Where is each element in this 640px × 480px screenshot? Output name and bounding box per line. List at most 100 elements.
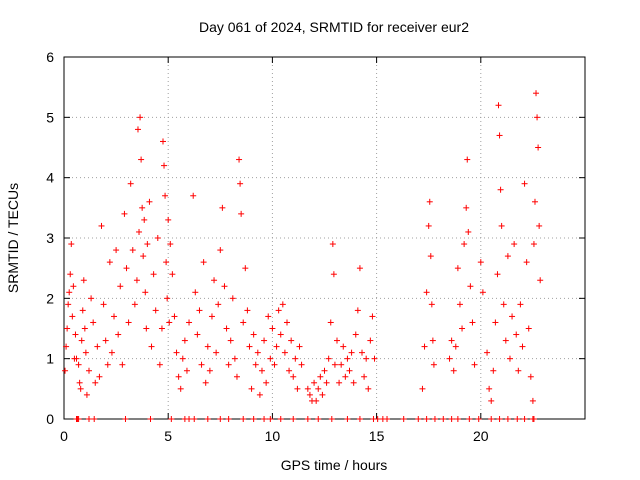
data-point (139, 204, 146, 211)
x-tick-labels: 0 5 10 15 20 (60, 428, 489, 444)
data-point (78, 337, 85, 344)
data-point (277, 416, 284, 422)
data-point (521, 180, 528, 187)
data-point (497, 186, 504, 193)
data-point (279, 301, 286, 308)
data-point (304, 416, 311, 422)
data-point (244, 307, 251, 314)
data-point (530, 416, 537, 422)
data-point (162, 192, 169, 199)
data-point (465, 228, 472, 235)
data-point (152, 307, 159, 314)
data-point (536, 222, 543, 229)
data-point (261, 337, 268, 344)
data-point (452, 343, 459, 350)
x-axis-label: GPS time / hours (281, 457, 388, 473)
data-point (79, 307, 86, 314)
data-point (179, 355, 186, 362)
data-point (119, 361, 126, 368)
data-point (102, 337, 109, 344)
data-point (96, 373, 103, 380)
axis-ticks (63, 56, 585, 420)
data-point (315, 416, 322, 422)
data-point (496, 416, 503, 422)
data-point (82, 349, 89, 356)
data-point (471, 361, 478, 368)
data-point (163, 259, 170, 266)
data-point (133, 277, 140, 284)
data-point (204, 343, 211, 350)
data-points (62, 90, 544, 422)
data-point (286, 367, 293, 374)
data-point (192, 289, 199, 296)
data-point (488, 416, 495, 422)
data-point (384, 416, 391, 422)
data-point (100, 301, 107, 308)
data-point (428, 301, 435, 308)
data-point (448, 337, 455, 344)
data-point (196, 307, 203, 314)
data-point (219, 204, 226, 211)
data-point (535, 144, 542, 151)
data-point (288, 337, 295, 344)
x-tick-label: 15 (369, 428, 385, 444)
y-tick-label: 6 (46, 49, 54, 65)
data-point (461, 241, 468, 248)
data-point (495, 102, 502, 109)
data-point (129, 247, 136, 254)
data-point (311, 379, 318, 386)
chart-title: Day 061 of 2024, SRMTID for receiver eur… (199, 19, 469, 35)
data-point (454, 416, 461, 422)
data-point (158, 325, 165, 332)
data-point (202, 379, 209, 386)
data-point (225, 361, 232, 368)
y-tick-label: 5 (46, 109, 54, 125)
x-tick-label: 10 (265, 428, 281, 444)
data-point (63, 343, 70, 350)
data-point (344, 355, 351, 362)
data-point (367, 337, 374, 344)
data-point (365, 385, 372, 392)
data-point (94, 343, 101, 350)
data-point (263, 379, 270, 386)
data-point (477, 259, 484, 266)
data-point (256, 391, 263, 398)
data-point (240, 319, 247, 326)
data-point (233, 373, 240, 380)
y-axis-label: SRMTID / TECUs (5, 183, 21, 293)
data-point (354, 307, 361, 314)
data-point (131, 301, 138, 308)
data-point (225, 416, 232, 422)
data-point (140, 253, 147, 260)
y-tick-label: 0 (46, 411, 54, 427)
data-point (344, 416, 351, 422)
data-point (191, 416, 198, 422)
data-point (70, 283, 77, 290)
data-point (83, 391, 90, 398)
data-point (67, 271, 74, 278)
data-point (521, 416, 528, 422)
data-point (525, 325, 532, 332)
data-point (475, 416, 482, 422)
data-point (509, 313, 516, 320)
data-point (534, 114, 541, 121)
data-point (154, 235, 161, 241)
y-tick-label: 1 (46, 351, 54, 367)
data-point (150, 271, 157, 278)
data-point (298, 361, 305, 368)
x-tick-label: 20 (473, 428, 489, 444)
data-point (459, 325, 466, 332)
data-point (533, 90, 540, 97)
data-point (186, 319, 193, 326)
data-point (492, 319, 499, 326)
data-point (348, 349, 355, 356)
data-point (511, 241, 518, 248)
data-point (231, 355, 238, 362)
data-point (177, 385, 184, 392)
data-point (159, 138, 166, 145)
data-point (77, 385, 84, 392)
data-point (246, 343, 253, 350)
data-point (292, 355, 299, 362)
data-point (136, 228, 143, 235)
data-point (227, 337, 234, 344)
